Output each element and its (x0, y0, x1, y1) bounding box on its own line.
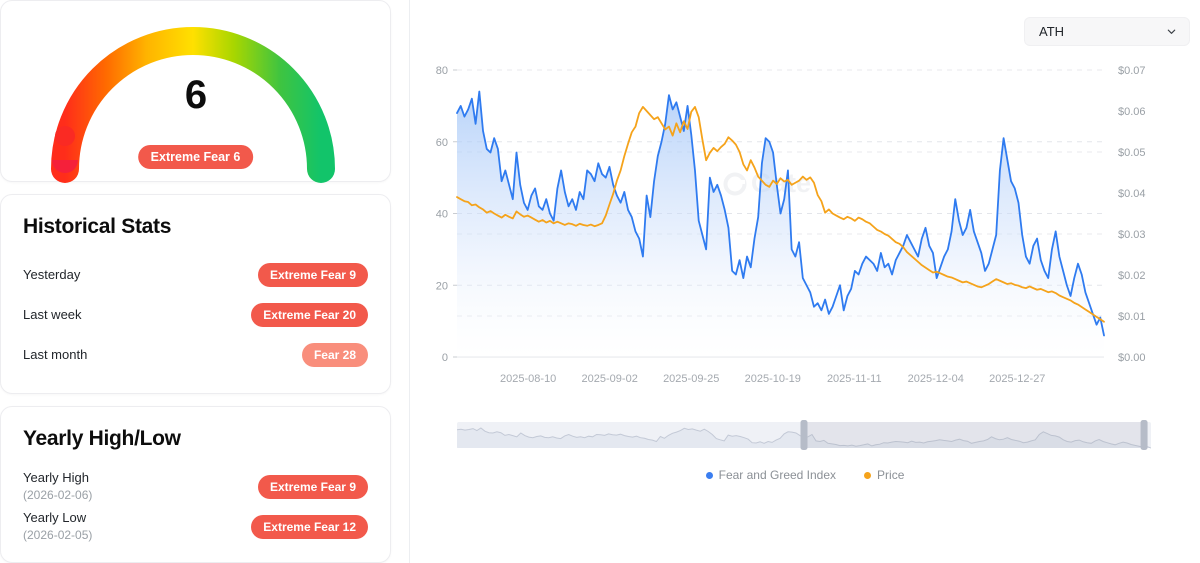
svg-text:$0.03: $0.03 (1118, 229, 1146, 241)
svg-text:60: 60 (436, 137, 448, 149)
svg-text:2025-09-02: 2025-09-02 (582, 373, 638, 385)
stat-label-group: Yearly High (2026-02-06) (23, 470, 92, 503)
stat-row: Last month Fear 28 (23, 335, 368, 375)
historical-stats-title: Historical Stats (23, 215, 172, 238)
chart-legend: Fear and Greed Index Price (410, 468, 1200, 482)
legend-dot-icon (705, 471, 713, 479)
stat-row: Yearly High (2026-02-06) Extreme Fear 9 (23, 467, 368, 507)
stat-label: Yearly Low (23, 510, 87, 526)
svg-text:2025-12-27: 2025-12-27 (989, 373, 1045, 385)
chart-range-brush[interactable] (456, 418, 1152, 452)
chart-series (456, 90, 1105, 357)
svg-text:80: 80 (436, 65, 448, 77)
svg-text:$0.07: $0.07 (1118, 65, 1146, 77)
svg-text:20: 20 (436, 280, 448, 292)
status-badge: Extreme Fear 9 (257, 263, 368, 287)
stat-label: Last week (23, 306, 82, 322)
stat-label: Last month (23, 346, 88, 362)
brush-handle (1140, 420, 1148, 450)
gauge-wrap: 6 Extreme Fear 6 (1, 1, 390, 183)
svg-text:2025-11-11: 2025-11-11 (827, 373, 882, 385)
range-select-value: ATH (1039, 24, 1065, 39)
stat-label-group: Yearly Low (2026-02-05) (23, 510, 92, 543)
svg-text:$0.06: $0.06 (1118, 106, 1146, 118)
svg-text:2025-08-10: 2025-08-10 (500, 373, 556, 385)
stat-row: Yearly Low (2026-02-05) Extreme Fear 12 (23, 507, 368, 547)
svg-text:$0.04: $0.04 (1118, 188, 1146, 200)
range-select-wrap: ATH (1024, 17, 1190, 46)
svg-text:$0.01: $0.01 (1118, 311, 1146, 323)
gauge-status-badge: Extreme Fear 6 (137, 145, 254, 169)
svg-text:0: 0 (442, 352, 448, 364)
stat-label: Yearly High (23, 470, 90, 486)
stat-date: (2026-02-06) (23, 488, 93, 503)
legend-dot-icon (864, 471, 872, 479)
yearly-high-low-card: Yearly High/Low Yearly High (2026-02-06)… (0, 406, 391, 563)
stat-date: (2026-02-05) (23, 528, 93, 543)
status-badge: Extreme Fear 9 (257, 475, 368, 499)
legend-item-price[interactable]: Price (864, 468, 904, 482)
chevron-down-icon (1167, 29, 1176, 34)
svg-text:2025-12-04: 2025-12-04 (908, 373, 964, 385)
svg-text:2025-09-25: 2025-09-25 (663, 373, 719, 385)
svg-text:$0.05: $0.05 (1118, 147, 1146, 159)
gauge-card: 6 Extreme Fear 6 (0, 0, 391, 183)
y-axis-right: $0.00 $0.01 $0.02 $0.03 $0.04 $0.05 $0.06 $0.07 (1118, 65, 1146, 364)
brush-handle (800, 420, 808, 450)
price-sentiment-chart[interactable]: Gate 0 20 40 60 80 $0.00 $0.01 $0.02 $0.03 $0.04… (410, 62, 1200, 392)
brush-selection (804, 422, 1145, 448)
fear-greed-gauge (51, 27, 335, 183)
range-select[interactable]: ATH (1024, 17, 1190, 46)
brush-svg (456, 420, 1152, 450)
stat-label: Yesterday (23, 266, 81, 282)
svg-text:$0.00: $0.00 (1118, 352, 1146, 364)
gauge-value: 6 (184, 73, 207, 117)
svg-text:$0.02: $0.02 (1118, 270, 1146, 282)
svg-text:40: 40 (436, 209, 448, 221)
gauge-indicator-cap (52, 160, 78, 173)
x-axis: 2025-08-10 2025-09-02 2025-09-25 2025-10-19… (500, 373, 1045, 385)
gauge-indicator-dot (55, 126, 75, 146)
stat-row: Last week Extreme Fear 20 (23, 295, 368, 335)
chart-panel: ATH Gate 0 20 40 60 80 $0.00 $ (410, 0, 1200, 563)
y-axis-left: 0 20 40 60 80 (436, 65, 457, 364)
historical-stats-card: Historical Stats Yesterday Extreme Fear … (0, 194, 391, 394)
legend-label: Fear and Greed Index (718, 468, 837, 482)
stat-row: Yesterday Extreme Fear 9 (23, 255, 368, 295)
yearly-high-low-title: Yearly High/Low (23, 427, 181, 450)
status-badge: Extreme Fear 20 (251, 303, 368, 327)
legend-label: Price (877, 468, 905, 482)
legend-item-fear-greed[interactable]: Fear and Greed Index (705, 468, 837, 482)
status-badge: Fear 28 (301, 343, 368, 367)
status-badge: Extreme Fear 12 (251, 515, 368, 539)
left-sidebar: 6 Extreme Fear 6 Historical Stats Yester… (0, 0, 410, 563)
svg-text:2025-10-19: 2025-10-19 (745, 373, 801, 385)
gauge-arc (51, 27, 335, 183)
